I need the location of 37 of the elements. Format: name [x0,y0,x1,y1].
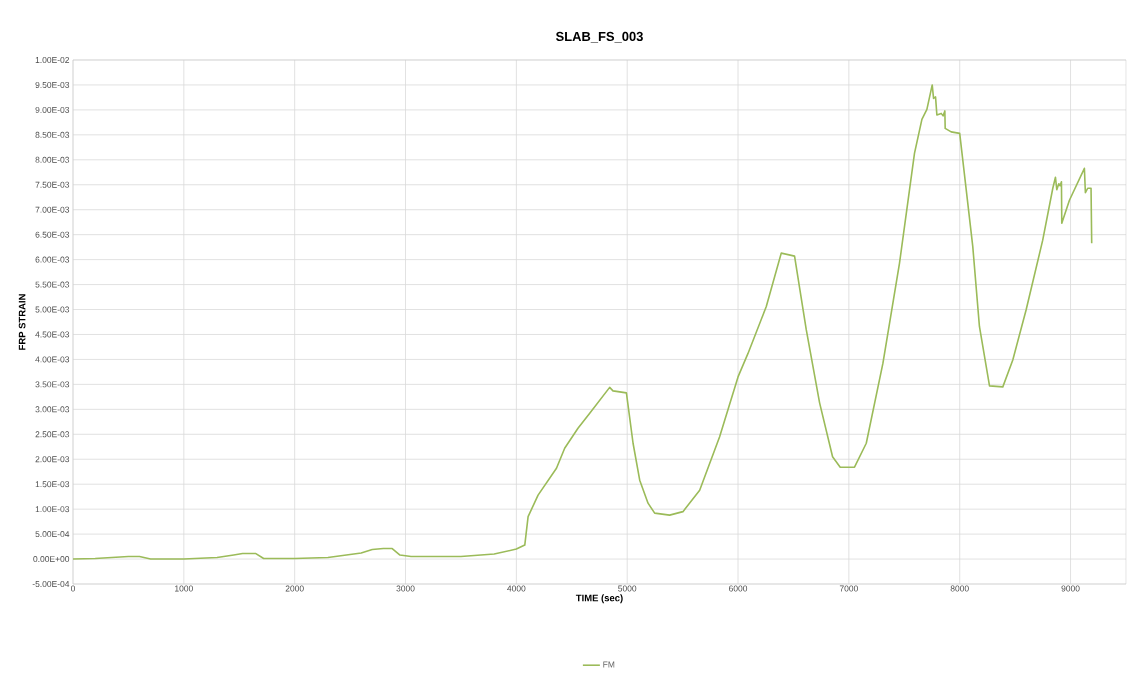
chart-title: SLAB_FS_003 [555,31,643,43]
x-tick-label: 2000 [285,585,304,592]
x-tick-label: 8000 [950,585,969,592]
y-tick-label: 9.50E-03 [35,81,70,88]
x-tick-label: 5000 [618,585,637,592]
y-tick-label: 7.00E-03 [35,206,70,213]
y-tick-label: 8.50E-03 [35,131,70,138]
y-axis-title: FRP STRAIN [18,294,26,350]
y-tick-label: 6.00E-03 [35,256,70,263]
x-tick-label: 6000 [729,585,748,592]
y-tick-label: 5.00E-03 [35,306,70,313]
y-tick-label: 2.50E-03 [35,431,70,438]
y-tick-label: 3.50E-03 [35,381,70,388]
y-tick-label: 3.00E-03 [35,406,70,413]
y-tick-label: 4.50E-03 [35,331,70,338]
y-tick-label: 6.50E-03 [35,231,70,238]
y-tick-label: 9.00E-03 [35,106,70,113]
y-tick-label: 1.50E-03 [35,481,70,488]
x-tick-label: 4000 [507,585,526,592]
y-tick-label: 1.00E-03 [35,506,70,513]
y-tick-label: 7.50E-03 [35,181,70,188]
x-tick-label: 1000 [175,585,193,592]
x-tick-label: 7000 [839,585,858,592]
y-tick-label: 0.00E+00 [33,556,70,563]
x-tick-label: 0 [70,585,76,592]
y-tick-label: 1.00E-02 [35,57,70,63]
legend-label: FM [603,661,615,668]
x-axis-title: TIME (sec) [575,594,623,604]
x-tick-label: 9000 [1061,585,1080,592]
y-tick-label: 4.00E-03 [35,356,70,363]
line-series [73,84,1093,560]
x-tick-label: 3000 [396,585,415,592]
y-tick-label: -5.00E-04 [32,581,70,587]
y-tick-label: 8.00E-03 [35,156,70,163]
y-tick-label: 5.00E-04 [35,531,70,538]
y-tick-label: 2.00E-03 [35,456,70,463]
y-tick-label: 5.50E-03 [35,281,70,288]
